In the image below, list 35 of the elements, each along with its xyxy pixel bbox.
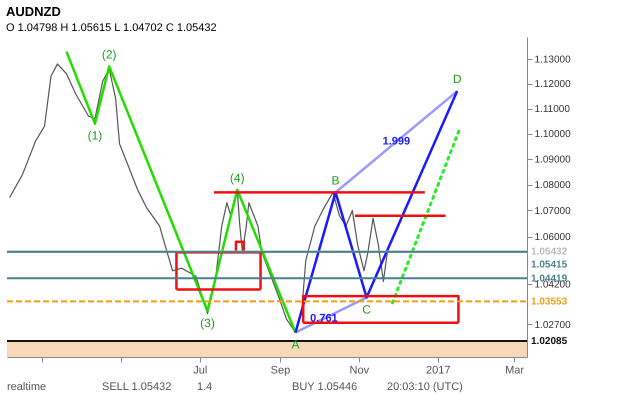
x-tick-label: Jul bbox=[193, 364, 208, 376]
annotation: 1.999 bbox=[382, 135, 410, 148]
chart-title: AUDNZD bbox=[6, 4, 61, 19]
y-tick-label: 1.12000 bbox=[534, 79, 572, 90]
x-tick-label: Mar bbox=[505, 364, 524, 376]
y-tick-label: 1.06000 bbox=[534, 232, 572, 244]
ref-line-label: 1.03553 bbox=[531, 296, 568, 308]
y-tick-label: 1.07000 bbox=[534, 206, 572, 217]
annotation: C bbox=[362, 302, 372, 316]
x-tick-label: 2017 bbox=[426, 364, 450, 376]
y-tick-label: 1.02700 bbox=[534, 320, 572, 331]
y-tick-label: 1.13000 bbox=[534, 54, 572, 66]
annotation: (2) bbox=[102, 47, 117, 62]
y-tick-label: 1.11000 bbox=[534, 104, 570, 116]
annotation: (1) bbox=[88, 128, 102, 143]
annotation: 0.761 bbox=[310, 312, 338, 324]
text: 20:03:10 (UTC) bbox=[387, 381, 463, 393]
annotation: (4) bbox=[230, 170, 245, 185]
y-tick-label: 1.08000 bbox=[534, 180, 572, 192]
text: BUY 1.05446 bbox=[292, 381, 358, 393]
y-tick-label: 1.09000 bbox=[534, 154, 572, 166]
annotation: B bbox=[332, 173, 340, 188]
chart-subtitle: O 1.04798 H 1.05615 L 1.04702 C 1.05432 bbox=[6, 22, 217, 34]
text: SELL 1.05432 bbox=[102, 381, 172, 393]
text: realtime bbox=[7, 381, 46, 393]
y-tick-label: 1.10000 bbox=[534, 129, 572, 140]
text: 1.4 bbox=[197, 381, 212, 393]
annotation: A bbox=[291, 337, 300, 352]
annotation: D bbox=[452, 72, 462, 86]
x-tick-label: Sep bbox=[270, 364, 290, 376]
ref-line-label: 1.05415 bbox=[531, 259, 568, 270]
x-tick-label: Nov bbox=[350, 364, 370, 376]
ref-line-label: 1.02085 bbox=[531, 336, 568, 348]
ref-line-label: 1.05432 bbox=[531, 246, 568, 258]
annotation: (3) bbox=[200, 316, 215, 330]
